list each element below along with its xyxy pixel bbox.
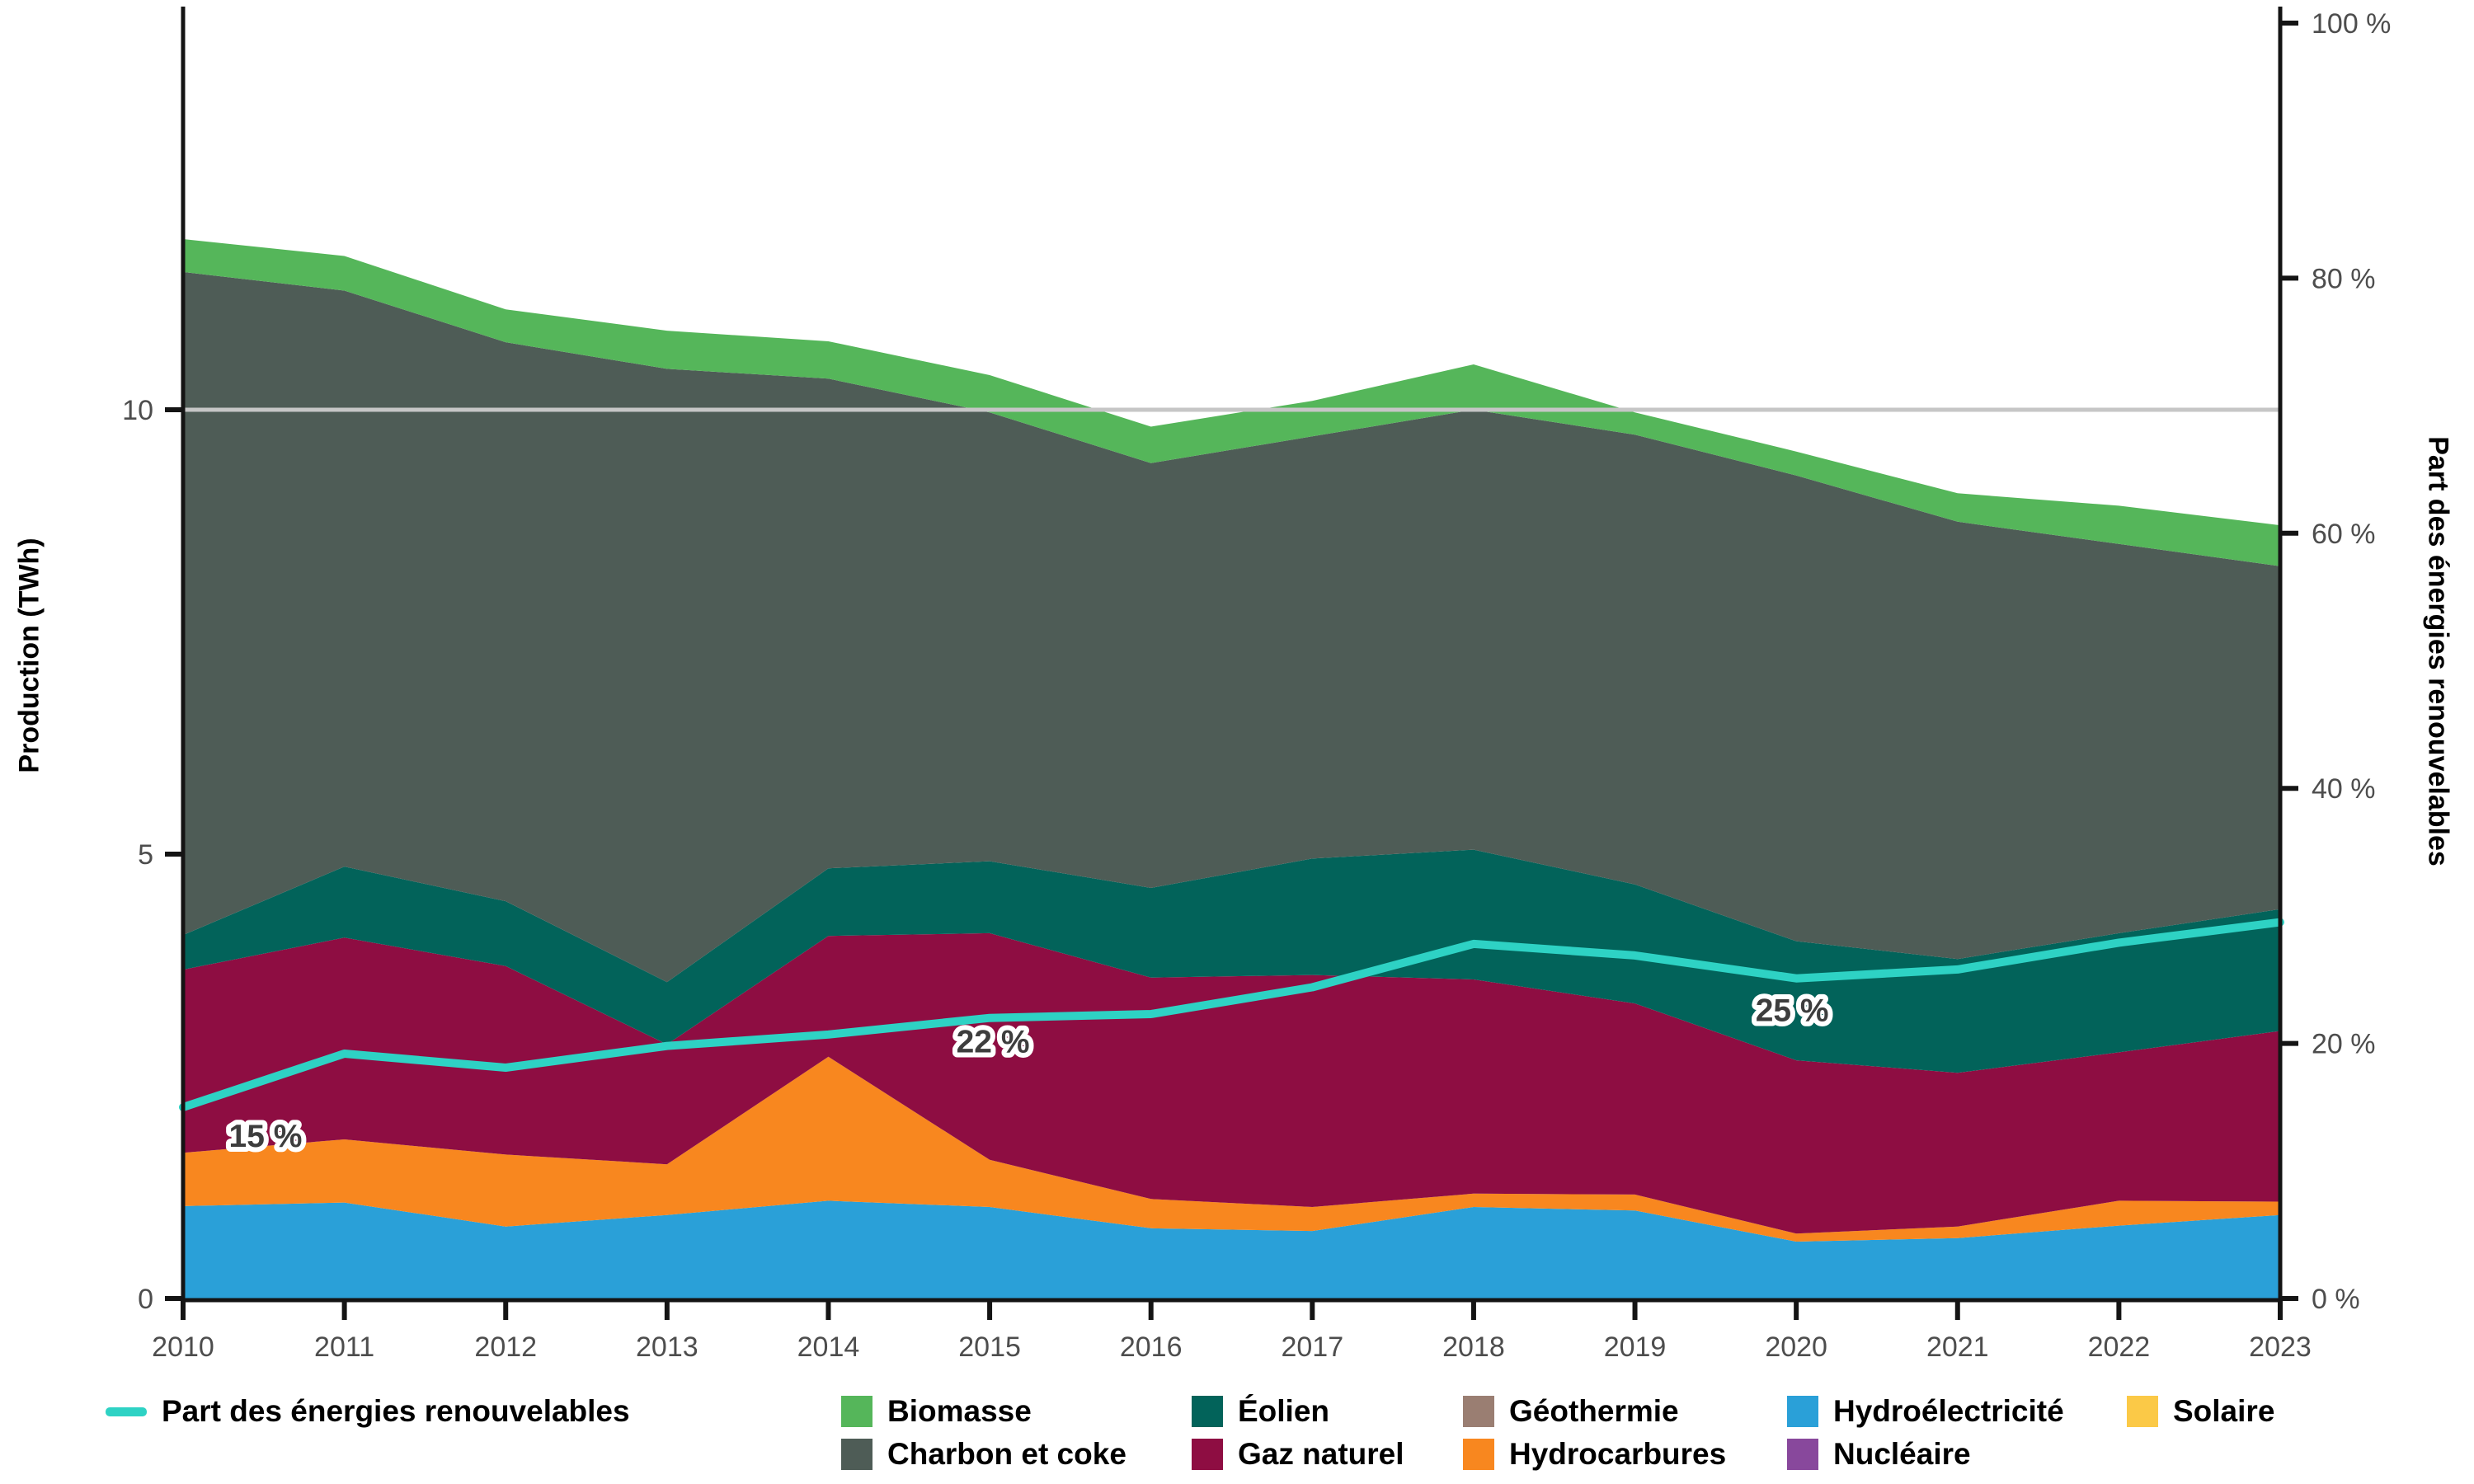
y2-tick-label: 60 % [2312,519,2376,550]
legend-label: Hydroélectricité [1833,1394,2064,1428]
y-tick-label: 5 [138,839,153,871]
legend-nucl-aire: Nucléaire [1787,1435,1971,1474]
chart-legend: Part des énergies renouvelables Biomasse É… [0,1370,2474,1477]
color-swatch-legend-charbon-et-coke [841,1439,872,1470]
x-tick-label: 2019 [1604,1331,1667,1363]
x-tick-label: 2018 [1442,1331,1505,1363]
annotation-label: 25 % [1756,993,1829,1029]
color-swatch-legend-nucl-aire [1787,1439,1818,1470]
y2-tick-label: 80 % [2312,263,2376,294]
legend--olien: Éolien [1192,1392,1329,1431]
color-swatch-legend-hydrocarbures [1463,1439,1494,1470]
legend-label: Nucléaire [1833,1437,1971,1471]
x-tick-label: 2015 [958,1331,1021,1363]
area-charbon-et-coke [183,271,2280,983]
legend-hydrocarbures: Hydrocarbures [1463,1435,1726,1474]
legend-label: Part des énergies renouvelables [162,1394,630,1428]
x-tick-label: 2022 [2088,1331,2151,1363]
x-tick-label: 2013 [636,1331,698,1363]
annotation-label: 15 % [229,1119,303,1154]
legend-label: Gaz naturel [1238,1437,1404,1471]
area--olien [183,849,2280,1073]
y2-tick-label: 0 % [2312,1284,2360,1315]
x-tick-label: 2016 [1120,1331,1183,1363]
y2-tick-label: 40 % [2312,773,2376,805]
x-tick-label: 2020 [1765,1331,1827,1363]
x-tick-label: 2017 [1281,1331,1343,1363]
x-tick-label: 2010 [152,1331,214,1363]
legend-g-othermie: Géothermie [1463,1392,1679,1431]
area-gaz-naturel [183,932,2280,1234]
legend-label: Géothermie [1509,1394,1679,1428]
legend-solaire: Solaire [2127,1392,2274,1431]
y-axis-title: Production (TWh) [13,538,45,773]
y-tick-label: 0 [138,1284,153,1315]
line-swatch-legend-renewable-share [106,1407,147,1416]
legend-charbon-et-coke: Charbon et coke [841,1435,1126,1474]
legend-renewable-share: Part des énergies renouvelables [106,1392,630,1431]
color-swatch-legend-g-othermie [1463,1396,1494,1427]
color-swatch-legend-biomasse [841,1396,872,1427]
y-tick-label: 10 [122,395,153,426]
annotation-label: 22 % [957,1025,1030,1060]
area-biomasse [183,239,2280,566]
legend-label: Hydrocarbures [1509,1437,1727,1471]
color-swatch-legend--olien [1192,1396,1223,1427]
color-swatch-legend-solaire [2127,1396,2158,1427]
legend-biomasse: Biomasse [841,1392,1032,1431]
color-swatch-legend-hydro-lectricit- [1787,1396,1818,1427]
x-tick-label: 2021 [1926,1331,1989,1363]
legend-hydro-lectricit-: Hydroélectricité [1787,1392,2064,1431]
color-swatch-legend-gaz-naturel [1192,1439,1223,1470]
y2-tick-label: 100 % [2312,8,2391,40]
legend-label: Charbon et coke [887,1437,1126,1471]
x-tick-label: 2023 [2249,1331,2312,1363]
legend-label: Biomasse [887,1394,1032,1428]
area-hydro-lectricit- [183,1200,2280,1298]
legend-label: Solaire [2173,1394,2275,1428]
y2-tick-label: 20 % [2312,1029,2376,1060]
y2-axis-title: Part des énergies renouvelables [2422,436,2454,866]
x-tick-label: 2012 [474,1331,537,1363]
legend-label: Éolien [1238,1394,1330,1428]
x-tick-label: 2011 [314,1331,374,1363]
legend-gaz-naturel: Gaz naturel [1192,1435,1404,1474]
area-hydrocarbures [183,1056,2280,1242]
renewable-share-line [179,918,2284,1111]
x-tick-label: 2014 [797,1331,860,1363]
